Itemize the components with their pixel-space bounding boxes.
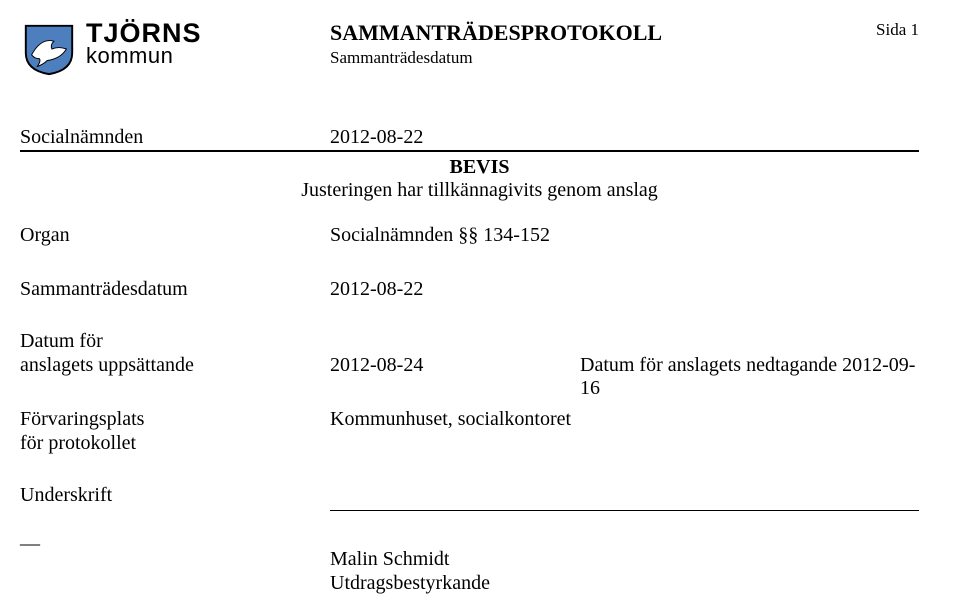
page: TJÖRNS kommun SAMMANTRÄDESPROTOKOLL Samm… <box>0 0 959 597</box>
logo-text: TJÖRNS kommun <box>86 20 202 67</box>
row-datum-for-2: anslagets uppsättande 2012-08-24 Datum f… <box>20 354 919 377</box>
row-datum-for-1: Datum för <box>20 330 919 353</box>
forvar-value: Kommunhuset, socialkontoret <box>330 408 571 431</box>
signature-dash: __ <box>20 526 40 549</box>
sdatum-value: 2012-08-22 <box>330 278 423 301</box>
committee-date-row: Socialnämnden 2012-08-22 <box>20 126 919 149</box>
datumfor-value: 2012-08-24 <box>330 354 423 377</box>
header-underline <box>20 150 919 152</box>
signature-line <box>330 510 919 511</box>
row-sammantradesdatum: Sammanträdesdatum 2012-08-22 <box>20 278 919 301</box>
row-underskrift: Underskrift <box>20 484 919 507</box>
page-number: Sida 1 <box>876 20 919 40</box>
row-forvaringsplats-2: för protokollet <box>20 432 919 455</box>
doc-subtitle: Sammanträdesdatum <box>330 48 662 68</box>
underskrift-label: Underskrift <box>20 484 330 507</box>
forvar-label-1: Förvaringsplats <box>20 408 330 431</box>
doc-title: SAMMANTRÄDESPROTOKOLL <box>330 20 662 46</box>
municipality-shield-icon <box>20 20 78 78</box>
datumfor-label-2: anslagets uppsättande <box>20 354 330 377</box>
bevis-block: BEVIS Justeringen har tillkännagivits ge… <box>0 156 959 202</box>
signatory-name: Malin Schmidt <box>330 548 449 571</box>
organ-label: Organ <box>20 224 330 247</box>
doc-title-block: SAMMANTRÄDESPROTOKOLL Sammanträdesdatum <box>330 20 662 68</box>
signatory-role: Utdragsbestyrkande <box>330 572 490 595</box>
logo-sub-text: kommun <box>86 45 202 67</box>
row-forvaringsplats-1: Förvaringsplats Kommunhuset, socialkonto… <box>20 408 919 431</box>
datumfor-label-1: Datum för <box>20 330 330 353</box>
committee-name: Socialnämnden <box>20 126 330 149</box>
row-organ: Organ Socialnämnden §§ 134-152 <box>20 224 919 247</box>
forvar-label-2: för protokollet <box>20 432 330 455</box>
bevis-title: BEVIS <box>0 156 959 179</box>
committee-date: 2012-08-22 <box>330 126 423 149</box>
bevis-subtitle: Justeringen har tillkännagivits genom an… <box>0 179 959 202</box>
datumfor-nedtagande: Datum för anslagets nedtagande 2012-09-1… <box>580 354 919 400</box>
sdatum-label: Sammanträdesdatum <box>20 278 330 301</box>
organ-value: Socialnämnden §§ 134-152 <box>330 224 550 247</box>
